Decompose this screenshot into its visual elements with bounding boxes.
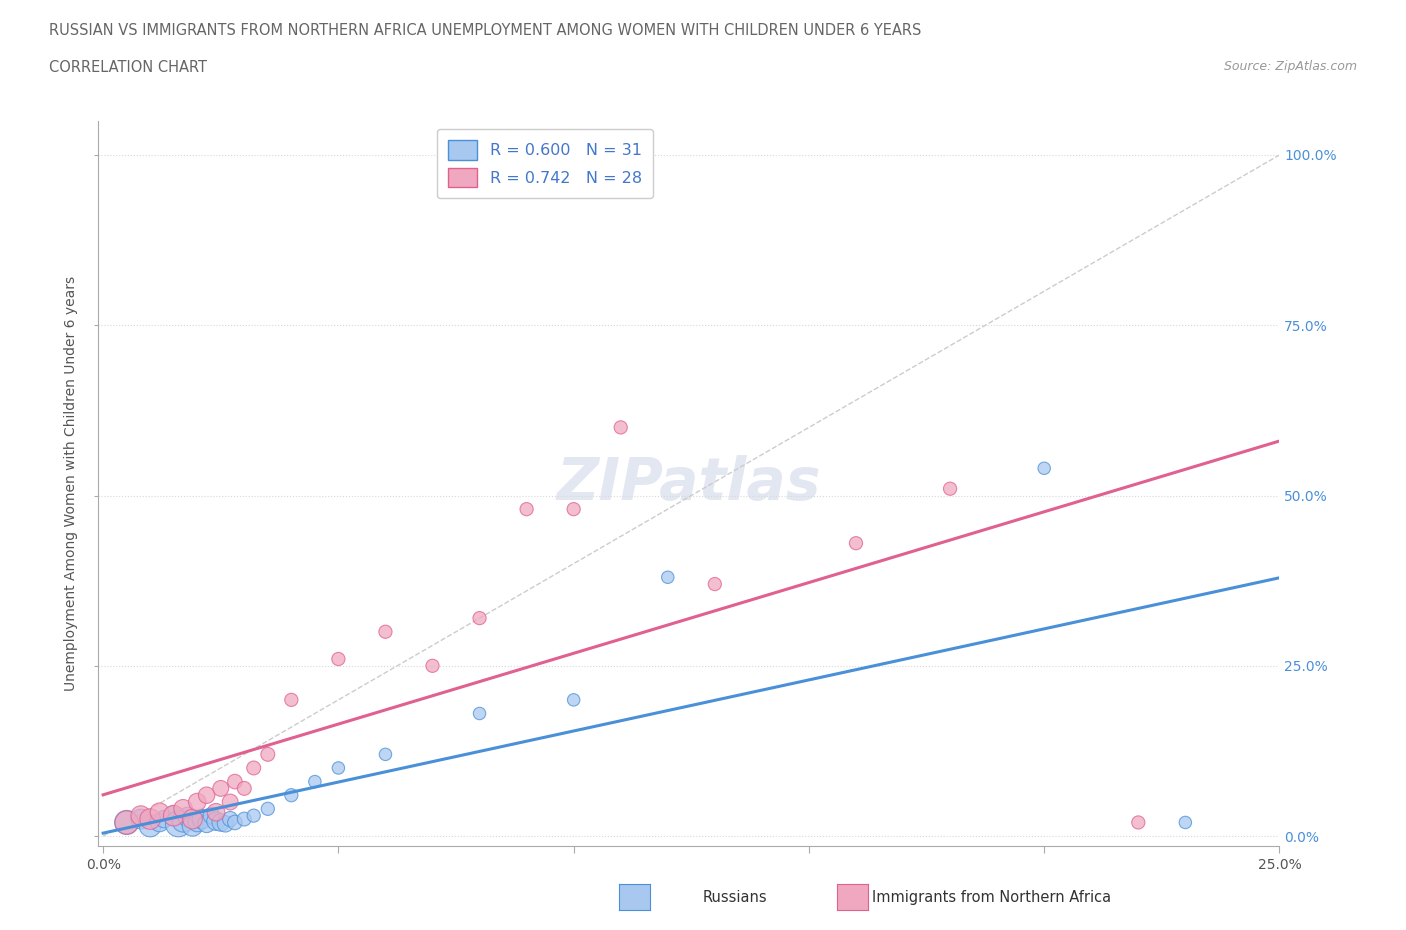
Point	[139, 812, 162, 827]
Y-axis label: Unemployment Among Women with Children Under 6 years: Unemployment Among Women with Children U…	[65, 276, 79, 691]
Point	[562, 693, 585, 708]
Point	[609, 420, 631, 435]
Point	[233, 781, 256, 796]
Point	[149, 815, 172, 830]
Point	[115, 815, 138, 830]
Point	[516, 501, 538, 516]
Point	[172, 814, 194, 829]
Point	[1128, 815, 1150, 830]
Point	[172, 802, 194, 817]
Point	[186, 815, 208, 830]
Point	[181, 818, 204, 833]
Point	[280, 788, 302, 803]
Point	[657, 570, 679, 585]
Point	[209, 815, 232, 830]
Point	[219, 794, 242, 809]
Point	[256, 747, 278, 762]
Point	[328, 761, 350, 776]
Point	[219, 812, 242, 827]
Point	[195, 817, 218, 831]
Text: CORRELATION CHART: CORRELATION CHART	[49, 60, 207, 75]
Point	[1174, 815, 1197, 830]
Point	[181, 812, 204, 827]
Point	[374, 624, 396, 639]
Point	[139, 818, 162, 833]
Point	[328, 652, 350, 667]
Text: Immigrants from Northern Africa: Immigrants from Northern Africa	[872, 890, 1111, 905]
Point	[468, 611, 491, 626]
Point	[209, 781, 232, 796]
Legend: R = 0.600   N = 31, R = 0.742   N = 28: R = 0.600 N = 31, R = 0.742 N = 28	[437, 129, 654, 198]
Point	[304, 774, 326, 789]
Point	[163, 808, 186, 823]
Point	[280, 693, 302, 708]
Point	[115, 815, 138, 830]
Point	[562, 501, 585, 516]
Point	[422, 658, 444, 673]
Point	[186, 794, 208, 809]
Point	[153, 812, 176, 827]
Point	[939, 481, 962, 496]
Point	[242, 808, 264, 823]
Point	[224, 815, 246, 830]
Point	[191, 812, 214, 827]
Point	[233, 812, 256, 827]
Point	[214, 817, 236, 831]
Point	[1033, 461, 1056, 476]
Point	[845, 536, 868, 551]
Point	[205, 814, 228, 829]
Point	[149, 804, 172, 819]
Point	[129, 812, 152, 827]
Point	[129, 808, 152, 823]
Point	[205, 804, 228, 819]
Point	[703, 577, 725, 591]
Point	[374, 747, 396, 762]
Text: ZIPatlas: ZIPatlas	[557, 455, 821, 512]
Point	[163, 808, 186, 823]
Point	[200, 808, 222, 823]
Text: Russians: Russians	[703, 890, 768, 905]
Point	[256, 802, 278, 817]
Point	[167, 817, 190, 831]
Text: RUSSIAN VS IMMIGRANTS FROM NORTHERN AFRICA UNEMPLOYMENT AMONG WOMEN WITH CHILDRE: RUSSIAN VS IMMIGRANTS FROM NORTHERN AFRI…	[49, 23, 921, 38]
Point	[242, 761, 264, 776]
Point	[468, 706, 491, 721]
Point	[177, 810, 200, 825]
Point	[224, 774, 246, 789]
Point	[195, 788, 218, 803]
Text: Source: ZipAtlas.com: Source: ZipAtlas.com	[1223, 60, 1357, 73]
